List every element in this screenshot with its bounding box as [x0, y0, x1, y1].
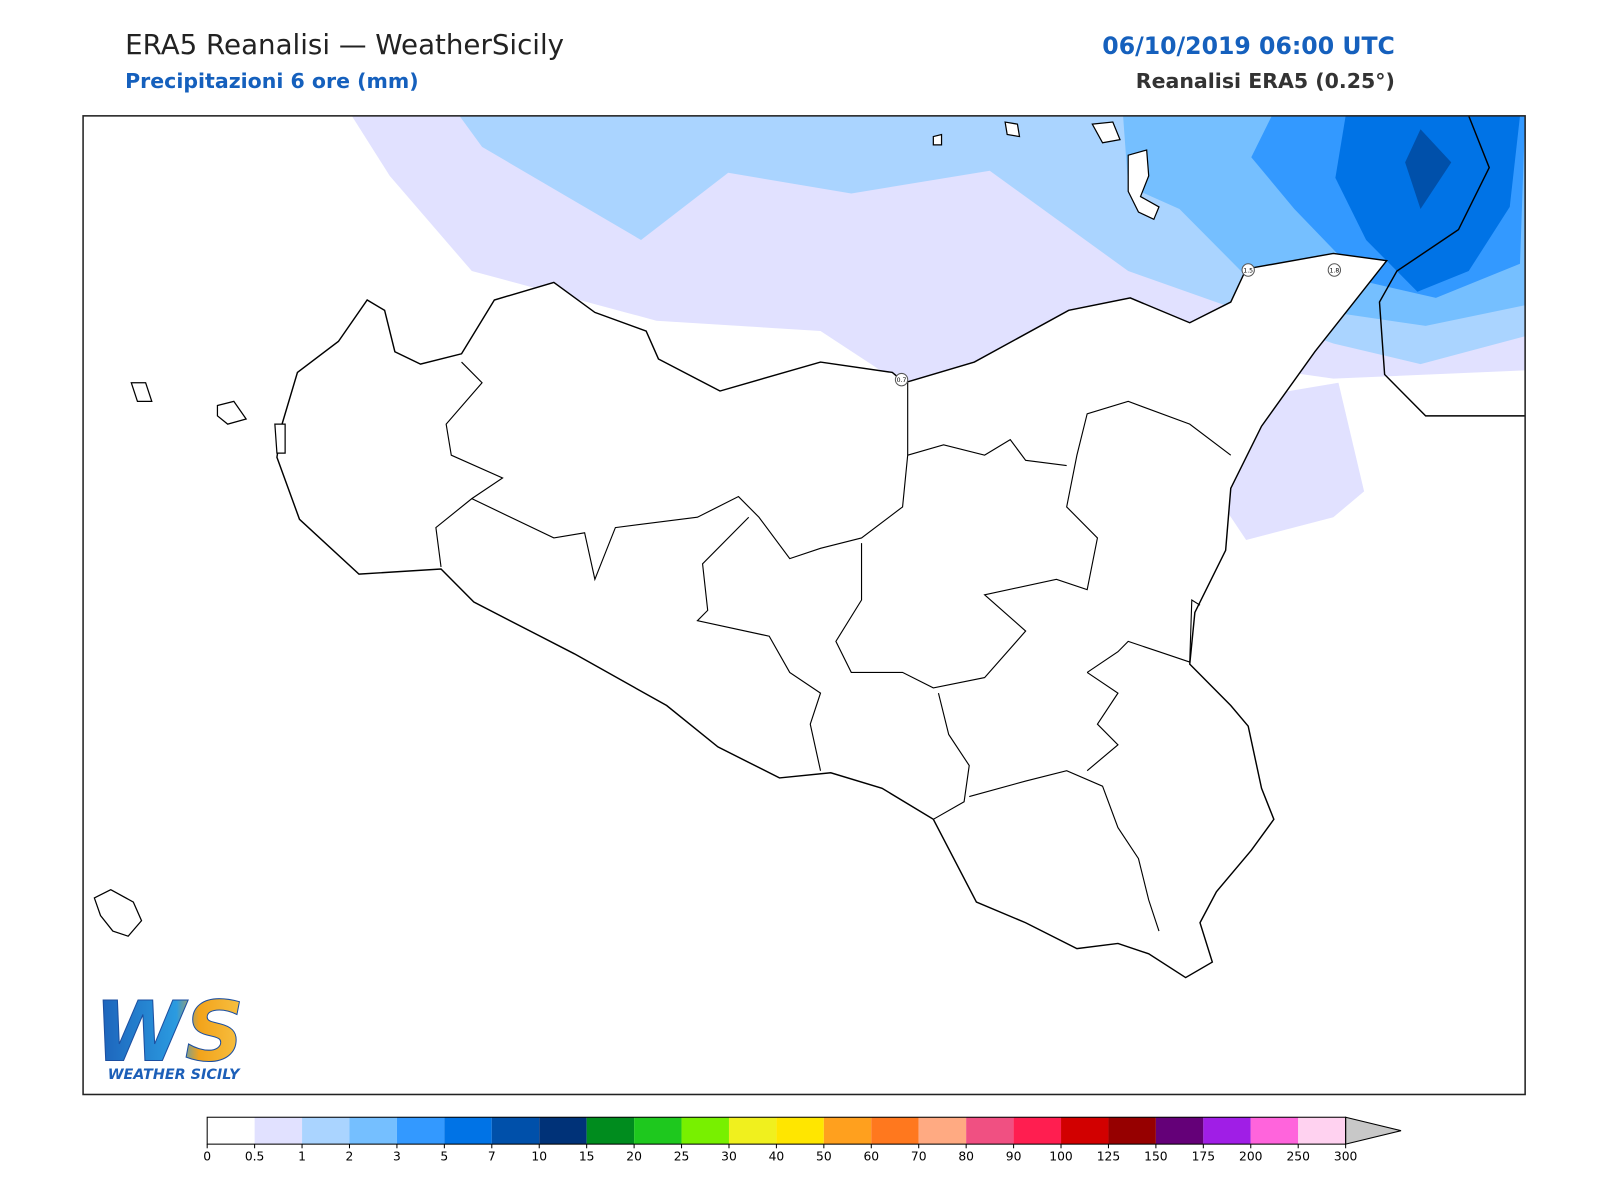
colorbar-segment — [728, 1117, 777, 1145]
colorbar-segment — [823, 1117, 872, 1145]
colorbar-segment — [634, 1117, 682, 1145]
island — [93, 888, 143, 937]
colorbar-tick-label: 150 — [1144, 1150, 1168, 1164]
colorbar-tick-label: 100 — [1049, 1150, 1073, 1164]
colorbar-tick-label: 250 — [1286, 1150, 1310, 1164]
island — [1127, 149, 1160, 221]
colorbar-tick-label: 40 — [769, 1150, 785, 1164]
colorbar-segment — [396, 1117, 445, 1145]
subtitle: Precipitazioni 6 ore (mm) — [125, 69, 419, 93]
colorbar-tick-label: 0.5 — [245, 1150, 265, 1164]
colorbar-tick-label: 125 — [1097, 1150, 1120, 1164]
colorbar-tick-label: 90 — [1006, 1150, 1022, 1164]
colorbar-segment — [1155, 1117, 1204, 1145]
map-frame — [82, 115, 1526, 1096]
colorbar-tick-label: 7 — [488, 1150, 496, 1164]
colorbar-tick-label: 175 — [1192, 1150, 1215, 1164]
colorbar-segment — [871, 1117, 919, 1145]
station-marker — [1241, 263, 1255, 277]
logo-text: WEATHER SICILY — [108, 1067, 241, 1083]
colorbar-tick-label: 50 — [816, 1150, 832, 1164]
title: ERA5 Reanalisi — WeatherSicily — [125, 28, 564, 61]
station-markers: 1.5 1.8 0.7 — [894, 263, 1342, 387]
colorbar-segment — [302, 1117, 350, 1145]
colorbar-segment — [207, 1117, 255, 1145]
province-border — [969, 770, 1160, 932]
island — [1004, 121, 1021, 138]
island — [274, 423, 286, 454]
colorbar-segment — [1298, 1117, 1346, 1145]
colorbar-tick-label: 3 — [393, 1150, 401, 1164]
colorbar-tick-label: 20 — [626, 1150, 642, 1164]
colorbar-segment — [349, 1117, 397, 1145]
colorbar-segment — [681, 1117, 729, 1145]
province-border — [933, 692, 970, 820]
colorbar-extension — [1345, 1116, 1402, 1145]
colorbar-tick-label: 60 — [863, 1150, 879, 1164]
precip-area — [1335, 115, 1520, 292]
colorbar-segment — [491, 1117, 540, 1145]
island — [1091, 121, 1121, 144]
precip-field — [93, 115, 1526, 979]
colorbar-tick-label: 200 — [1239, 1150, 1263, 1164]
station-label: 1.8 — [1329, 268, 1339, 275]
station-label: 1.5 — [1243, 268, 1253, 275]
province-border — [1086, 598, 1201, 673]
colorbar-tick-label: 10 — [531, 1150, 547, 1164]
island — [216, 400, 248, 425]
colorbar-segment — [1250, 1117, 1299, 1145]
colorbar: 0 0.5 1 2 3 5 7 10 15 20 25 30 40 50 60 70 80 90 100 125 150… — [203, 1116, 1402, 1164]
colorbar-segment — [918, 1117, 967, 1145]
province-border — [471, 382, 909, 582]
colorbar-segment — [254, 1117, 303, 1145]
colorbar-tick-label: 2 — [346, 1150, 354, 1164]
calabria-coast — [1378, 115, 1526, 417]
colorbar-tick-label: 5 — [440, 1150, 448, 1164]
island — [130, 382, 153, 403]
colorbar-segment — [586, 1117, 635, 1145]
colorbar-tick-label: 70 — [911, 1150, 927, 1164]
date: 06/10/2019 06:00 UTC — [1102, 32, 1395, 60]
colorbar-segment — [444, 1117, 492, 1145]
province-border — [435, 361, 504, 567]
province-border — [907, 438, 1067, 467]
model: Reanalisi ERA5 (0.25°) — [1136, 69, 1395, 93]
colorbar-segment — [776, 1117, 824, 1145]
logo-letters: WS — [94, 985, 244, 1080]
station-marker — [1327, 263, 1342, 277]
colorbar-tick-label: 25 — [674, 1150, 690, 1164]
colorbar-tick-label: 1 — [298, 1150, 306, 1164]
colorbar-tick-label: 80 — [958, 1150, 974, 1164]
colorbar-tick-label: 0 — [203, 1150, 211, 1164]
station-marker — [894, 372, 909, 387]
colorbar-segment — [1108, 1117, 1156, 1145]
station-label: 0.7 — [897, 377, 907, 384]
province-border — [696, 516, 822, 771]
province-border — [835, 400, 1232, 689]
colorbar-segment — [966, 1117, 1014, 1145]
island — [932, 133, 943, 146]
province-border — [1086, 671, 1119, 772]
colorbar-tick-label: 300 — [1334, 1150, 1358, 1164]
colorbar-tick-label: 30 — [721, 1150, 737, 1164]
colorbar-segment — [1013, 1117, 1062, 1145]
sicily-coast — [276, 252, 1389, 979]
precip-area — [1405, 129, 1452, 209]
colorbar-tick-label: 15 — [579, 1150, 595, 1164]
colorbar-segment — [1061, 1117, 1109, 1145]
colorbar-segment — [1203, 1117, 1251, 1145]
colorbar-segment — [539, 1117, 587, 1145]
